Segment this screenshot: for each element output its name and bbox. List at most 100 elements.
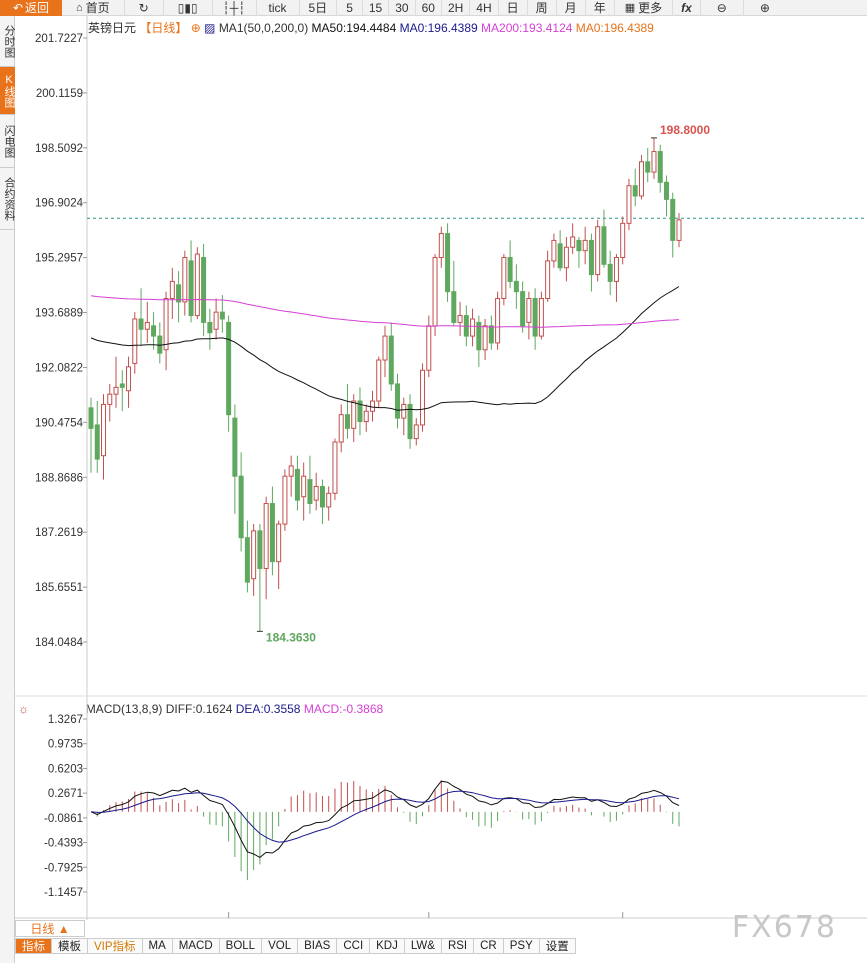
tab-kdj[interactable]: KDJ bbox=[370, 938, 405, 954]
tab-ma[interactable]: MA bbox=[142, 938, 173, 954]
candlestick-button[interactable]: ▯▮▯ bbox=[164, 0, 213, 16]
tab-boll[interactable]: BOLL bbox=[219, 938, 263, 954]
macd-tick-label: 0.2671 bbox=[48, 788, 83, 800]
macd-tick-label: -0.4393 bbox=[44, 838, 83, 850]
price-tick-label: 185.6551 bbox=[35, 582, 83, 594]
indicator-button[interactable]: ┆┼┆ bbox=[213, 0, 257, 16]
main-info-bar: 英镑日元 【日线】 ⊕ ▨ MA1(50,0,200,0) MA50:194.4… bbox=[88, 19, 654, 36]
candle-body bbox=[344, 414, 350, 429]
zoom-out-button[interactable]: ⊖ bbox=[701, 0, 744, 16]
zoom-in-icon: ⊕ bbox=[759, 0, 770, 15]
candle-body bbox=[126, 366, 132, 392]
tab-cr[interactable]: CR bbox=[474, 938, 504, 954]
tab-flash[interactable]: 闪电图 bbox=[0, 115, 15, 168]
candle-body bbox=[526, 297, 532, 323]
back-label: 返回 bbox=[25, 1, 50, 15]
candle-body bbox=[413, 424, 419, 440]
macd-settings-icon[interactable]: ☼ bbox=[18, 702, 29, 716]
candle-body bbox=[338, 414, 344, 443]
candle-body bbox=[532, 297, 538, 337]
candle-body bbox=[182, 256, 188, 303]
period-15min[interactable]: 15 bbox=[363, 0, 390, 16]
settings-icon[interactable]: ⊕ bbox=[190, 21, 201, 35]
price-tick-label: 193.6889 bbox=[35, 308, 83, 320]
top-toolbar: ↶ 返回 ⌂ 首页 ↻ ▯▮▯ ┆┼┆ tick 5日 5 15 30 60 2… bbox=[0, 0, 867, 16]
tab-kline[interactable]: K线图 bbox=[0, 67, 15, 115]
candle-body bbox=[282, 475, 288, 525]
tab-vip-indicator[interactable]: VIP指标 bbox=[88, 938, 143, 954]
price-tick-label: 190.4754 bbox=[35, 417, 84, 429]
candle-body bbox=[663, 181, 669, 200]
tab-cci[interactable]: CCI bbox=[337, 938, 371, 954]
tab-lw[interactable]: LW& bbox=[404, 938, 442, 954]
symbol-name: 英镑日元 bbox=[88, 21, 137, 35]
candle-body bbox=[251, 530, 257, 580]
candle-body bbox=[557, 243, 563, 269]
bar-indicator-icon: ┆┼┆ bbox=[222, 0, 246, 15]
tab-contract-info[interactable]: 合约资料 bbox=[0, 168, 15, 230]
chart-type-icon[interactable]: ▨ bbox=[204, 21, 216, 35]
candle-body bbox=[438, 233, 444, 258]
price-tick-label: 187.2619 bbox=[35, 527, 83, 539]
tab-rsi[interactable]: RSI bbox=[441, 938, 475, 954]
candle-body bbox=[194, 253, 200, 317]
tab-template[interactable]: 模板 bbox=[52, 938, 88, 954]
refresh-button[interactable]: ↻ bbox=[125, 0, 164, 16]
candle-body bbox=[369, 400, 375, 412]
candle-body bbox=[488, 325, 494, 344]
candle-body bbox=[388, 335, 394, 385]
period-30min[interactable]: 30 bbox=[389, 0, 416, 16]
tab-psy[interactable]: PSY bbox=[503, 938, 540, 954]
candle-body bbox=[301, 475, 307, 498]
candle-body bbox=[232, 417, 238, 477]
tab-settings[interactable]: 设置 bbox=[539, 938, 576, 954]
candle-body bbox=[601, 226, 607, 265]
candle-body bbox=[238, 475, 244, 539]
period-tick[interactable]: tick bbox=[257, 0, 300, 16]
price-tick-label: 184.0484 bbox=[35, 637, 84, 649]
grid-icon: ▦ bbox=[624, 2, 636, 14]
candle-body bbox=[470, 318, 476, 337]
home-button[interactable]: ⌂ 首页 bbox=[62, 0, 125, 16]
candle-body bbox=[244, 537, 250, 583]
candle-body bbox=[169, 280, 175, 299]
period-year[interactable]: 年 bbox=[586, 0, 615, 16]
tab-timeshare[interactable]: 分时图 bbox=[0, 16, 15, 67]
tab-indicator[interactable]: 指标 bbox=[15, 938, 52, 954]
candle-body bbox=[401, 403, 407, 419]
period-selector-button[interactable]: 日线 ▲ bbox=[15, 920, 85, 937]
high-price-label: 198.8000 bbox=[660, 123, 710, 137]
period-2h[interactable]: 2H bbox=[442, 0, 471, 16]
candle-body bbox=[257, 530, 263, 569]
period-5day[interactable]: 5日 bbox=[300, 0, 338, 16]
period-5min[interactable]: 5 bbox=[337, 0, 363, 16]
candle-body bbox=[407, 403, 413, 440]
more-button[interactable]: ▦ 更多 bbox=[615, 0, 674, 16]
candle-body bbox=[426, 325, 432, 371]
candle-body bbox=[451, 291, 457, 323]
period-4h[interactable]: 4H bbox=[470, 0, 499, 16]
formula-button[interactable]: fx bbox=[673, 0, 701, 16]
price-tick-label: 195.2957 bbox=[35, 253, 83, 265]
tab-bias[interactable]: BIAS bbox=[298, 938, 338, 954]
zoom-in-button[interactable]: ⊕ bbox=[744, 0, 786, 16]
candle-body bbox=[626, 185, 632, 224]
macd-value: MACD:-0.3868 bbox=[303, 702, 384, 716]
period-month[interactable]: 月 bbox=[557, 0, 586, 16]
macd-tick-label: 0.9735 bbox=[48, 739, 83, 751]
candle-body bbox=[620, 222, 626, 258]
ma50-line bbox=[90, 286, 680, 411]
back-button[interactable]: ↶ 返回 bbox=[0, 0, 62, 16]
period-day[interactable]: 日 bbox=[499, 0, 528, 16]
period-week[interactable]: 周 bbox=[528, 0, 557, 16]
macd-diff: DIFF:0.1624 bbox=[165, 702, 233, 716]
candle-body bbox=[88, 407, 94, 429]
kline-chart[interactable]: 201.7227 200.1159 198.5092 196.9024 195.2957… bbox=[15, 16, 867, 920]
refresh-icon: ↻ bbox=[138, 0, 149, 15]
candle-body bbox=[482, 325, 488, 351]
candle-body bbox=[538, 297, 544, 337]
tab-vol[interactable]: VOL bbox=[262, 938, 299, 954]
period-60min[interactable]: 60 bbox=[416, 0, 442, 16]
candlestick-icon: ▯▮▯ bbox=[177, 0, 198, 15]
tab-macd[interactable]: MACD bbox=[172, 938, 220, 954]
